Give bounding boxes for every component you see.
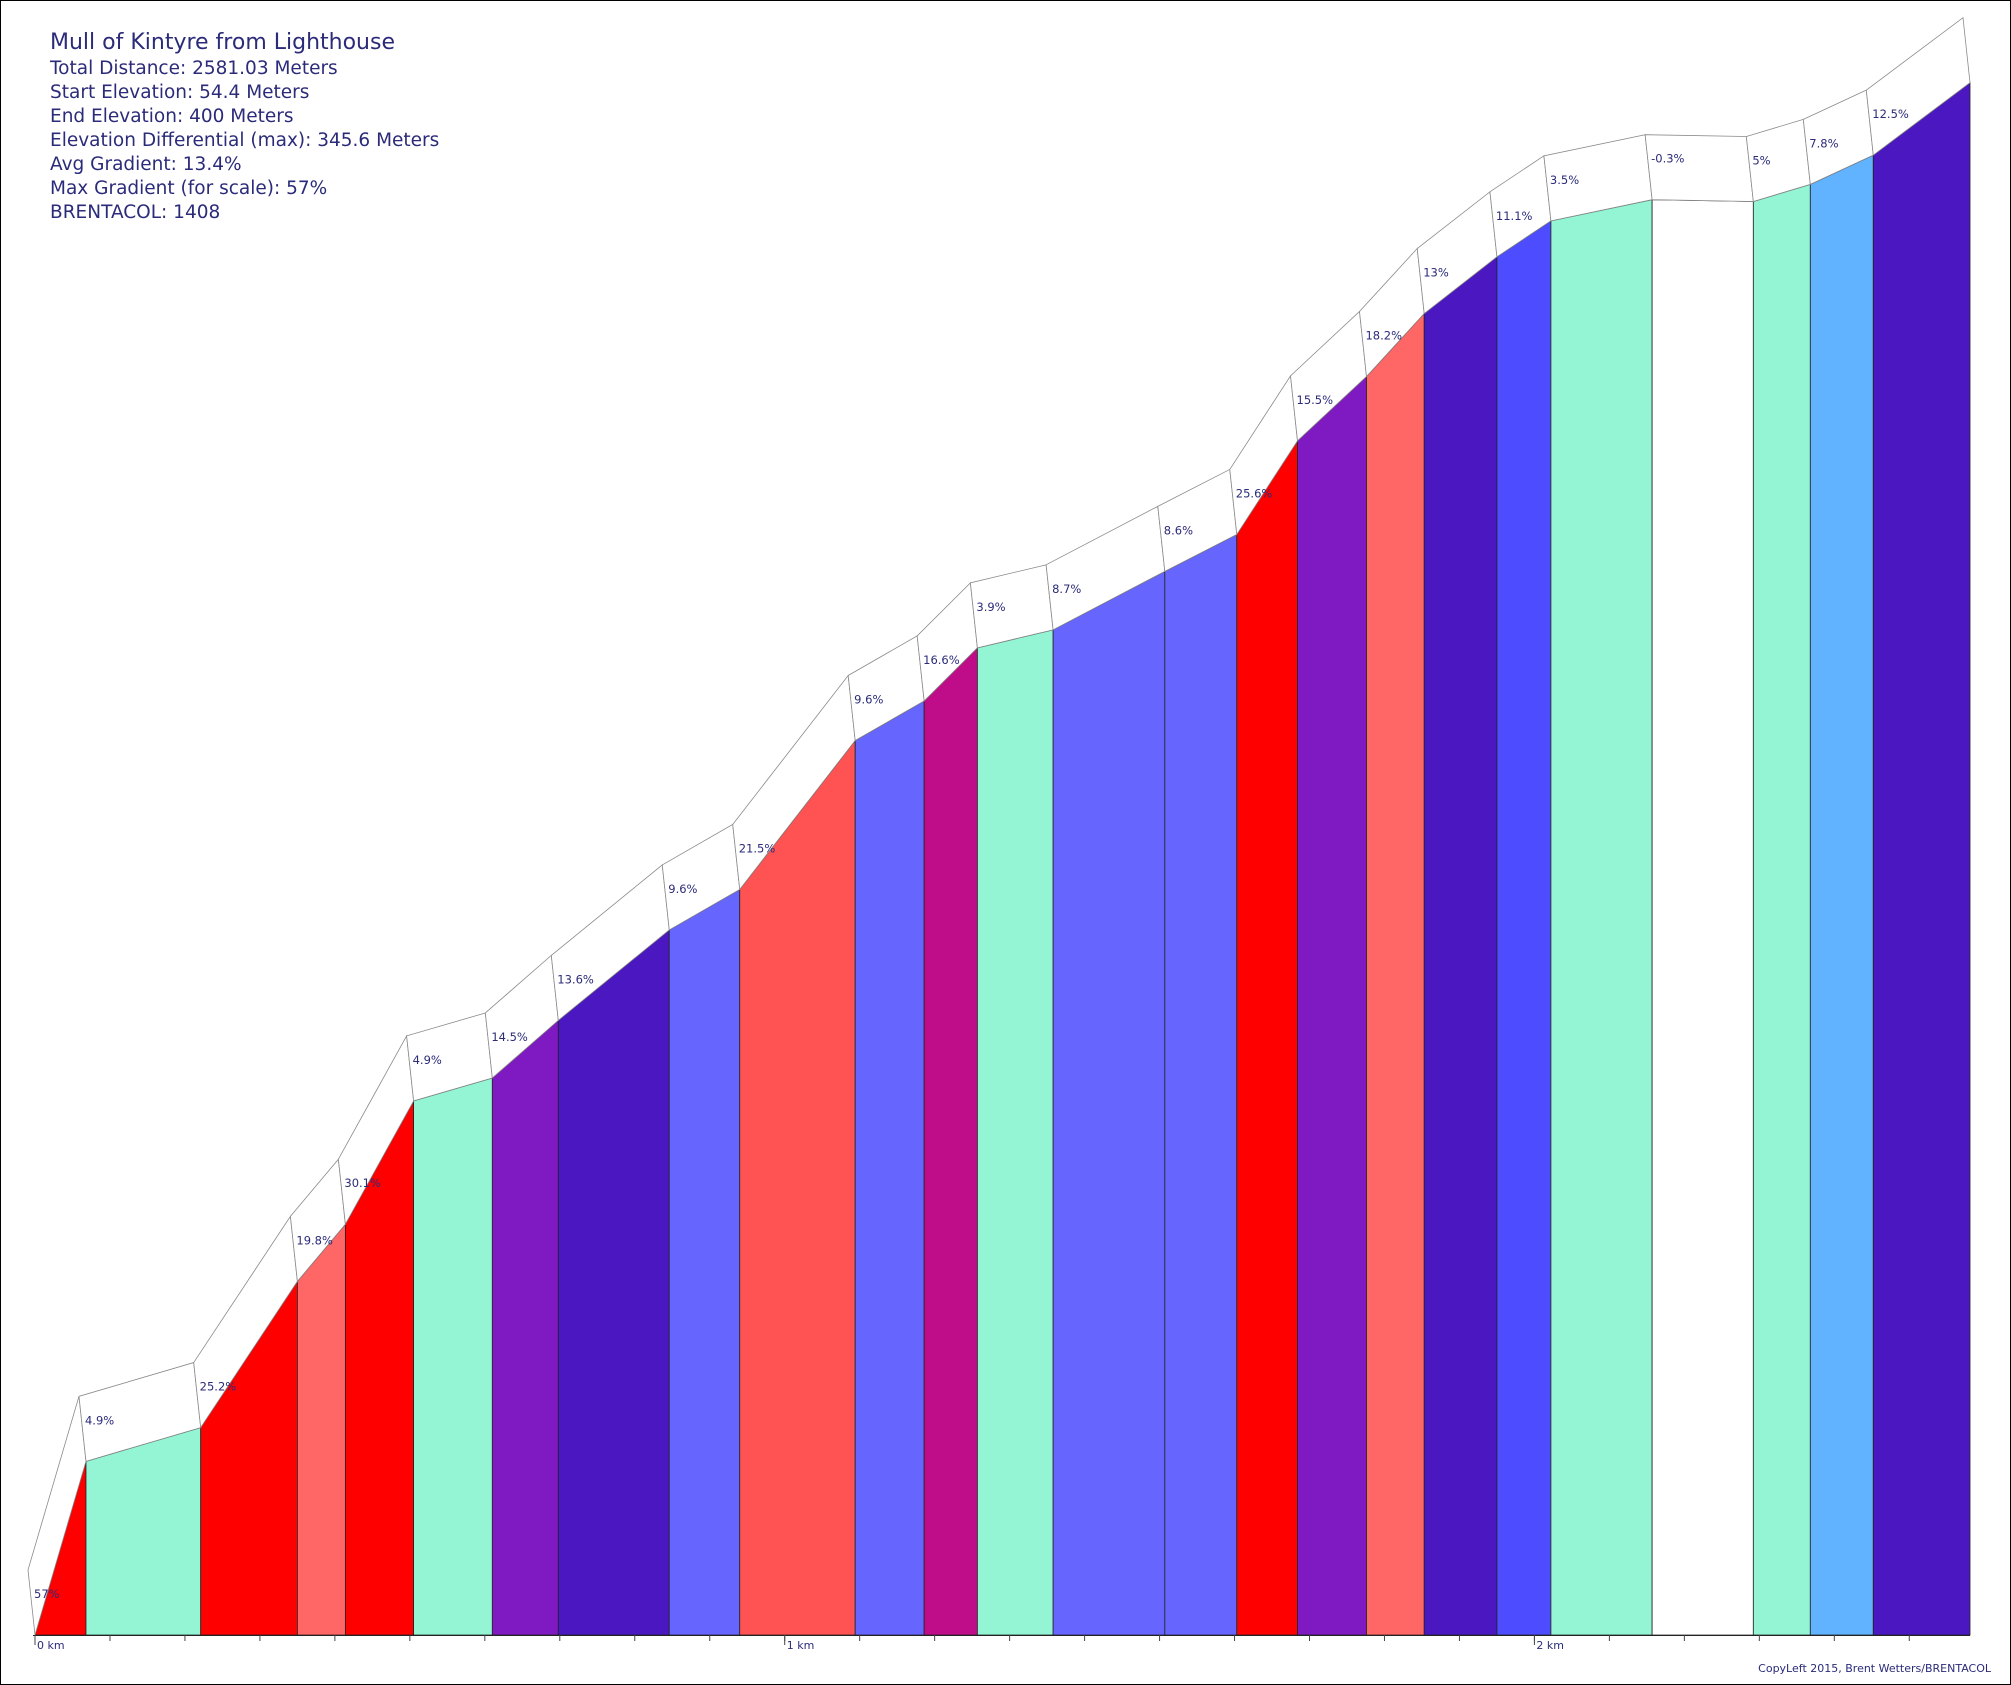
segment-gradient-label-13: 3.9%: [976, 600, 1005, 614]
segment-bar-24: [1809, 154, 1874, 1636]
segment-gradient-label-7: 14.5%: [491, 1030, 528, 1044]
segment-bar-13: [976, 629, 1054, 1636]
segment-gradient-label-8: 13.6%: [557, 972, 594, 986]
gradient-label-bands: 57% 4.9% 25.2% 19.8% 30.1% 4.9% 14.5% 13.6% 9.6%…: [27, 16, 1971, 1636]
segment-label-band-22: [1644, 134, 1754, 202]
segment-bar-15: [1164, 533, 1238, 1636]
segment-gradient-label-3: 25.2%: [200, 1380, 237, 1394]
total-distance-text: Total Distance: 2581.03 Meters: [50, 58, 338, 79]
segment-bar-16: [1236, 439, 1298, 1636]
segment-gradient-label-5: 30.1%: [344, 1176, 381, 1190]
segment-bar-10: [739, 739, 856, 1636]
segment-gradient-label-12: 16.6%: [923, 653, 960, 667]
segment-gradient-label-18: 18.2%: [1365, 329, 1402, 343]
segment-gradient-label-2: 4.9%: [85, 1413, 114, 1427]
segment-gradient-label-1: 57%: [34, 1587, 60, 1601]
segment-gradient-label-6: 4.9%: [413, 1053, 442, 1067]
segment-gradient-label-24: 7.8%: [1809, 136, 1838, 150]
segment-bar-19: [1423, 256, 1498, 1636]
segment-bar-8: [557, 929, 670, 1636]
segment-bar-17: [1297, 375, 1367, 1636]
segment-gradient-label-22: -0.3%: [1651, 152, 1684, 166]
segment-bar-20: [1496, 220, 1552, 1636]
segment-bar-12: [923, 646, 978, 1636]
segment-bar-22: [1651, 199, 1754, 1636]
x-axis-tick-label-2: 2 km: [1536, 1639, 1564, 1652]
segment-gradient-label-21: 3.5%: [1550, 173, 1579, 187]
segment-label-band-25: [1865, 16, 1971, 156]
segment-bar-7: [491, 1019, 559, 1636]
segment-gradient-label-20: 11.1%: [1496, 209, 1533, 223]
segment-gradient-label-9: 9.6%: [668, 882, 697, 896]
segment-gradient-label-11: 9.6%: [854, 693, 883, 707]
elevation-differential-text: Elevation Differential (max): 345.6 Mete…: [50, 130, 440, 151]
max-gradient-text: Max Gradient (for scale): 57%: [50, 178, 328, 199]
gradient-segments: [34, 81, 1971, 1636]
segment-bar-23: [1752, 183, 1811, 1636]
segment-bar-11: [854, 700, 925, 1636]
segment-bar-6: [413, 1077, 493, 1636]
x-axis-tick-label-1: 1 km: [787, 1639, 815, 1652]
end-elevation-text: End Elevation: 400 Meters: [50, 106, 294, 127]
copyright-text: CopyLeft 2015, Brent Wetters/BRENTACOL: [1758, 1662, 1991, 1675]
segment-gradient-label-4: 19.8%: [296, 1233, 333, 1247]
chart-title: Mull of Kintyre from Lighthouse: [50, 30, 395, 55]
segment-gradient-label-16: 25.6%: [1236, 486, 1273, 500]
segment-bar-21: [1550, 199, 1653, 1636]
segment-bar-25: [1872, 81, 1971, 1636]
x-axis: 0 km 1 km 2 km: [33, 1635, 1970, 1652]
segment-bar-4: [296, 1223, 346, 1636]
x-axis-tick-label-0: 0 km: [37, 1639, 65, 1652]
segment-bar-2: [85, 1427, 202, 1636]
start-elevation-text: Start Elevation: 54.4 Meters: [50, 82, 310, 103]
segment-gradient-label-10: 21.5%: [739, 841, 776, 855]
segment-gradient-label-23: 5%: [1752, 153, 1770, 167]
segment-gradient-label-25: 12.5%: [1872, 107, 1909, 121]
brentacol-score-text: BRENTACOL: 1408: [50, 202, 221, 223]
segment-gradient-label-15: 8.6%: [1164, 523, 1193, 537]
avg-gradient-text: Avg Gradient: 13.4%: [50, 154, 242, 175]
segment-gradient-label-14: 8.7%: [1052, 582, 1081, 596]
segment-bar-18: [1366, 312, 1425, 1636]
segment-bar-9: [668, 888, 741, 1636]
segment-gradient-label-17: 15.5%: [1297, 393, 1334, 407]
segment-bar-14: [1052, 570, 1166, 1636]
segment-gradient-label-19: 13%: [1423, 266, 1449, 280]
